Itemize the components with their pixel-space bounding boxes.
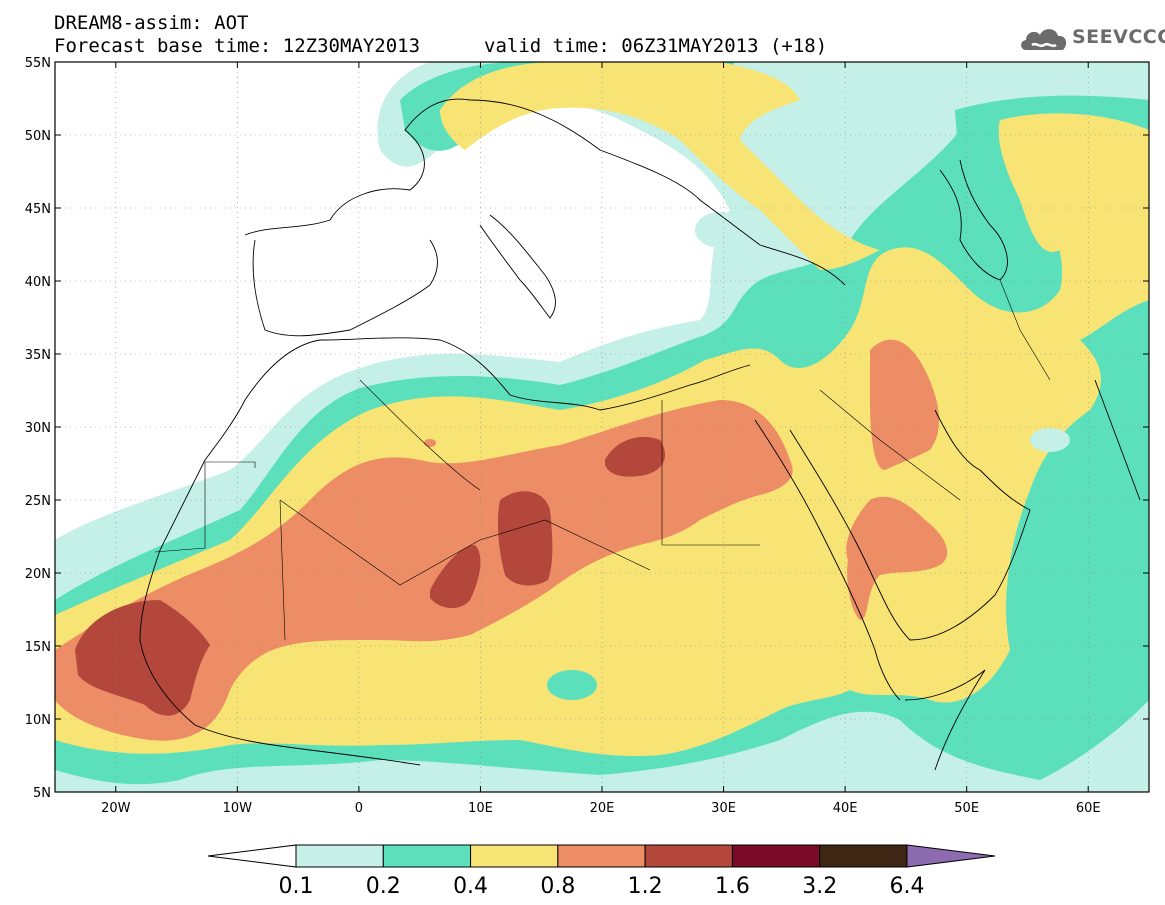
lat-tick-label: 35N: [25, 348, 51, 363]
italy-coast: [479, 214, 556, 319]
colorbar-level-label: 0.8: [540, 874, 575, 899]
east-africa-coast: [904, 669, 986, 771]
india-coast: [1094, 379, 1141, 501]
lat-tick-label: 20N: [25, 567, 51, 582]
aot-spot-cyan-gulf: [1030, 428, 1070, 452]
lat-tick-label: 55N: [25, 56, 51, 71]
colorbar-level-label: 0.1: [279, 874, 314, 899]
aot-spot-green-central-africa: [547, 670, 597, 700]
aot-core-niger: [430, 545, 481, 609]
aot-band-0-8: [55, 400, 793, 741]
north-africa-coast: [244, 337, 751, 411]
lon-tick-label: 20W: [101, 801, 131, 816]
border-libya-egypt: [661, 400, 760, 546]
colorbar-swatch: [644, 844, 733, 868]
caspian-coast: [939, 159, 1008, 281]
colorbar-level-label: 6.4: [890, 874, 925, 899]
lon-tick-label: 40E: [833, 801, 858, 816]
aot-spot-cyan-balkans: [695, 212, 745, 248]
lat-tick-label: 30N: [25, 421, 51, 436]
aot-spot-small-1: [424, 439, 436, 447]
aot-band-0-8-arabia: [870, 339, 940, 470]
lon-tick-label: 50E: [954, 801, 979, 816]
valid-time-text: valid time: 06Z31MAY2013 (+18): [484, 35, 828, 57]
red-sea-coast: [754, 419, 901, 701]
lat-tick-label: 10N: [25, 713, 51, 728]
borders: [154, 279, 1051, 641]
longitude-labels: 20W 10W 0 10E 20E 30E 40E 50E 60E: [101, 801, 1101, 816]
colorbar-high-triangle: [906, 844, 996, 868]
lat-tick-label: 40N: [25, 275, 51, 290]
forecast-base-time: Forecast base time: 12Z30MAY2013 valid ti…: [54, 35, 827, 57]
colorbar: 0.1 0.2 0.4 0.8 1.2 1.6 3.2 6.4: [207, 844, 996, 899]
border-iran: [999, 279, 1051, 381]
west-africa-coast: [139, 399, 421, 766]
colorbar-swatch: [382, 844, 472, 868]
border-algeria: [359, 379, 481, 491]
colorbar-swatch: [819, 844, 908, 868]
colorbar-level-label: 0.4: [453, 874, 488, 899]
border-mali: [279, 499, 481, 641]
seevccc-logo: SEEVCCC: [1018, 22, 1165, 56]
cloud-logo-icon: [1021, 29, 1067, 50]
aot-core-libya: [605, 436, 665, 477]
colorbar-level-label: 0.2: [366, 874, 401, 899]
border-arabia: [819, 389, 961, 501]
lon-tick-label: 0: [355, 801, 363, 816]
arabia-coast: [789, 409, 1031, 641]
base-time-text: Forecast base time: 12Z30MAY2013: [54, 35, 421, 57]
colorbar-level-label: 3.2: [802, 874, 837, 899]
map-title: DREAM8-assim: AOT: [54, 12, 249, 34]
lat-tick-label: 15N: [25, 640, 51, 655]
aot-core-senegal: [75, 600, 210, 716]
lat-tick-label: 25N: [25, 494, 51, 509]
lat-tick-label: 5N: [33, 786, 51, 801]
colorbar-swatch: [470, 844, 559, 868]
lon-tick-label: 20E: [590, 801, 615, 816]
colorbar-level-label: 1.2: [628, 874, 663, 899]
lon-tick-label: 60E: [1076, 801, 1101, 816]
aot-band-0-4-east: [998, 113, 1149, 252]
colorbar-low-triangle: [207, 844, 297, 868]
colorbar-level-label: 1.6: [715, 874, 750, 899]
iberia-coast: [252, 239, 438, 337]
lat-tick-label: 50N: [25, 129, 51, 144]
lat-tick-label: 45N: [25, 202, 51, 217]
aot-core-chad: [497, 491, 553, 586]
lon-tick-label: 10E: [468, 801, 493, 816]
colorbar-swatch: [731, 844, 821, 868]
lon-tick-label: 10W: [223, 801, 253, 816]
coastlines: [139, 98, 1141, 771]
colorbar-swatch: [295, 844, 384, 868]
aot-band-0-4-north: [440, 62, 880, 270]
europe-coast: [244, 98, 846, 286]
logo-text: SEEVCCC: [1072, 26, 1165, 48]
border-niger-chad: [479, 519, 651, 571]
aot-band-0-8-arabia-south: [846, 496, 948, 620]
graticule: [55, 61, 1149, 793]
colorbar-swatch: [557, 844, 646, 868]
aot-band-0-1-north: [740, 62, 1149, 130]
lon-tick-label: 30E: [711, 801, 736, 816]
border-sahara: [154, 461, 256, 553]
latitude-labels: 55N 50N 45N 40N 35N 30N 25N 20N 15N 10N 5N: [25, 56, 51, 801]
